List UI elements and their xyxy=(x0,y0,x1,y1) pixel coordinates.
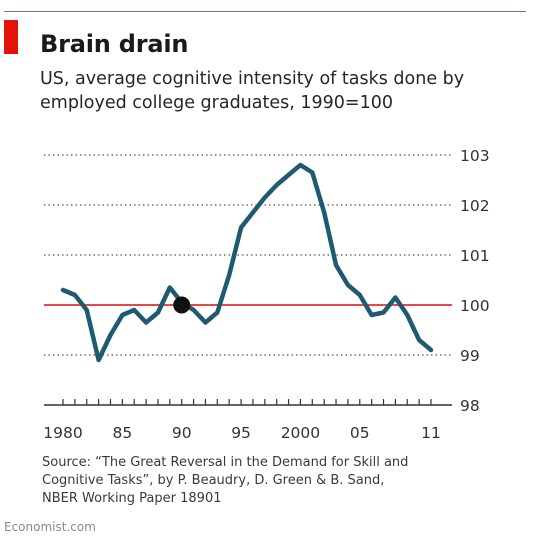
y-tick-label-101: 101 xyxy=(460,247,490,265)
publisher-logo: Economist.com xyxy=(4,520,96,534)
y-tick-label-98: 98 xyxy=(460,397,480,415)
base-year-marker xyxy=(173,296,191,314)
source-line-2: Cognitive Tasks”, by P. Beaudry, D. Gree… xyxy=(42,473,385,488)
y-tick-label-99: 99 xyxy=(460,347,480,365)
x-tick-label-95: 95 xyxy=(231,424,251,442)
axis-layer xyxy=(44,399,452,406)
series-layer xyxy=(60,162,434,363)
series-line xyxy=(60,162,434,363)
source-note: Source: “The Great Reversal in the Deman… xyxy=(42,454,512,508)
chart-subtitle: US, average cognitive intensity of tasks… xyxy=(40,69,465,113)
source-line-1: Source: “The Great Reversal in the Deman… xyxy=(42,455,409,470)
chart-title: Brain drain xyxy=(40,30,189,58)
grid-layer xyxy=(44,154,452,356)
x-tick-label-05: 05 xyxy=(350,424,370,442)
y-tick-label-100: 100 xyxy=(460,297,490,315)
label-layer: 98 99 100 101 102 103 1980 85 90 95 2000 05 11 xyxy=(43,147,489,442)
brand-red-tag xyxy=(4,20,18,54)
y-tick-label-103: 103 xyxy=(460,147,490,165)
x-tick-label-85: 85 xyxy=(112,424,132,442)
x-tick-label-1980: 1980 xyxy=(43,424,82,442)
y-tick-label-102: 102 xyxy=(460,197,490,215)
source-line-3: NBER Working Paper 18901 xyxy=(42,491,222,506)
x-tick-label-2000: 2000 xyxy=(281,424,320,442)
top-rule xyxy=(4,11,526,12)
x-tick-label-90: 90 xyxy=(172,424,192,442)
x-tick-label-11: 11 xyxy=(421,424,441,442)
